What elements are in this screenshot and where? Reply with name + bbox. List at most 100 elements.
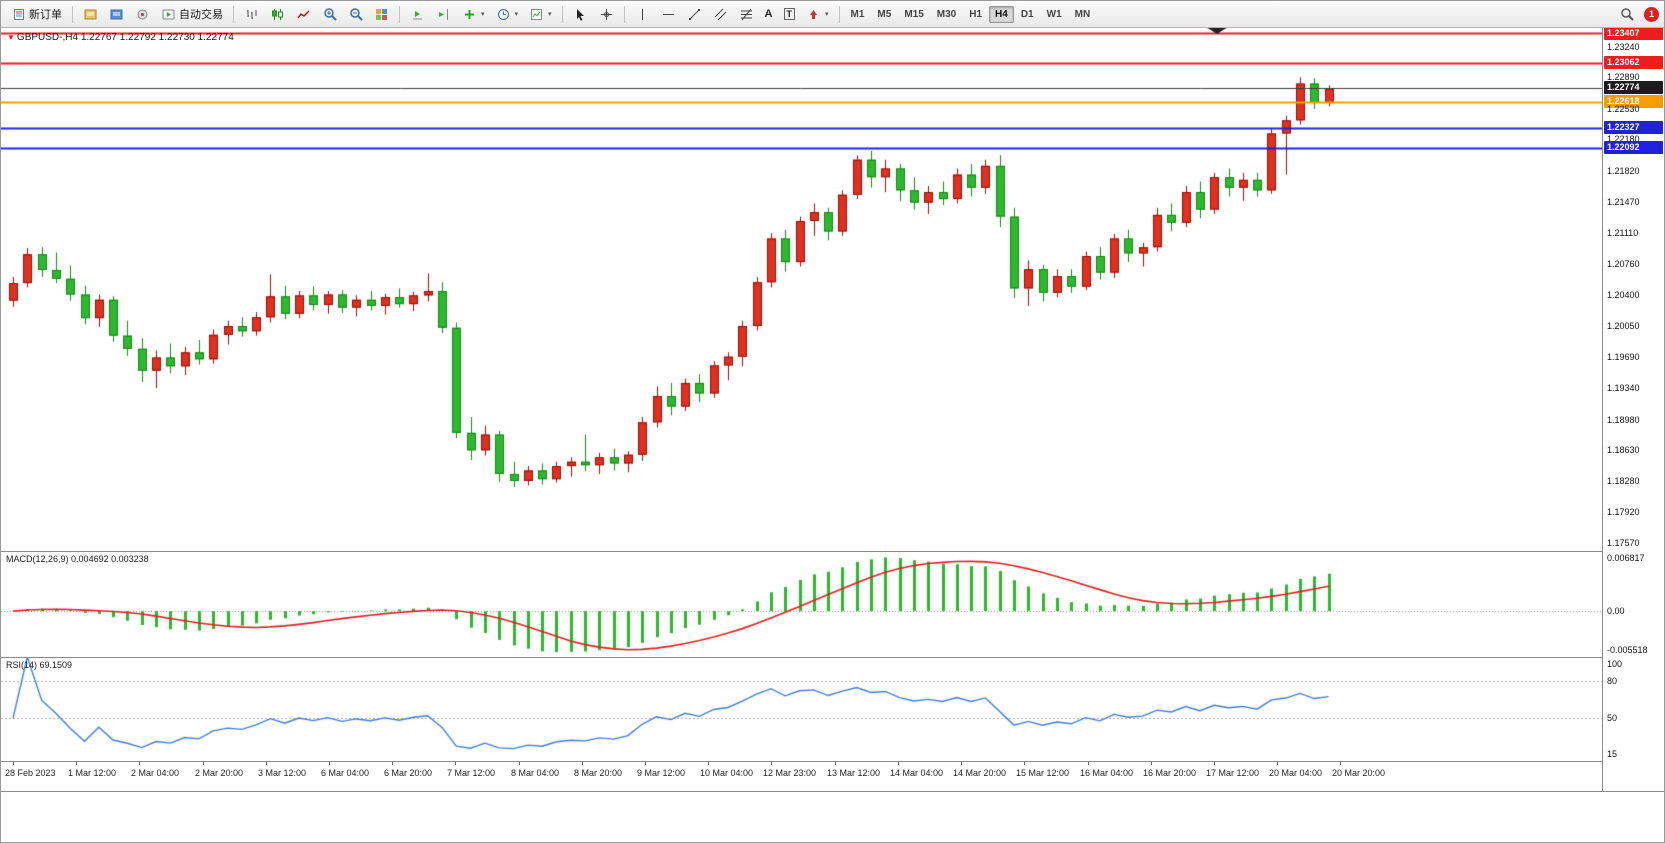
price-axis-label: 1.20400 bbox=[1607, 290, 1640, 301]
time-tick bbox=[1024, 761, 1025, 765]
price-axis-label: 1.21470 bbox=[1607, 196, 1640, 207]
tile-windows-button[interactable] bbox=[369, 3, 394, 25]
indicators-button[interactable]: ▾ bbox=[457, 3, 490, 25]
text-label-button[interactable]: T bbox=[779, 3, 801, 25]
zoom-in-button[interactable] bbox=[317, 3, 342, 25]
rsi-label: RSI(14) bbox=[6, 660, 38, 670]
arrow-tools-button[interactable]: ▾ bbox=[801, 3, 834, 25]
chart-shift-icon bbox=[436, 7, 451, 22]
auto-trading-button[interactable]: 自动交易 bbox=[156, 3, 228, 25]
new-order-icon bbox=[11, 7, 26, 22]
time-axis-label: 8 Mar 04:00 bbox=[511, 768, 560, 778]
tf-button-M5[interactable]: M5 bbox=[877, 8, 892, 20]
fibonacci-button[interactable] bbox=[734, 3, 759, 25]
new-order-button[interactable]: 新订单 bbox=[6, 3, 67, 25]
text-icon: A bbox=[764, 8, 773, 20]
price-axis-label: 1.17570 bbox=[1607, 537, 1640, 548]
panel-separator[interactable] bbox=[1, 551, 1664, 552]
toolbar-separator bbox=[561, 5, 563, 23]
search-icon bbox=[1619, 7, 1634, 22]
periods-button[interactable]: ▾ bbox=[491, 3, 524, 25]
rsi-axis-label: 80 bbox=[1607, 676, 1618, 687]
templates-button[interactable]: ▾ bbox=[524, 3, 557, 25]
time-axis-label: 12 Mar 23:00 bbox=[763, 768, 817, 778]
market-watch-icon bbox=[83, 7, 98, 22]
rsi-label-overlay: RSI(14) 69.1509 bbox=[6, 660, 72, 670]
candlestick-chart-button[interactable] bbox=[265, 3, 290, 25]
alerts-button[interactable] bbox=[130, 3, 155, 25]
time-axis-label: 10 Mar 04:00 bbox=[700, 768, 754, 778]
price-axis-label: 1.18630 bbox=[1607, 445, 1640, 456]
time-axis-label: 3 Mar 12:00 bbox=[258, 768, 307, 778]
time-tick bbox=[1277, 761, 1278, 765]
zoom-out-button[interactable] bbox=[343, 3, 368, 25]
price-axis-label: 1.20760 bbox=[1607, 258, 1640, 269]
time-tick bbox=[1088, 761, 1089, 765]
price-axis-label: 1.22890 bbox=[1607, 72, 1640, 83]
auto-scroll-button[interactable] bbox=[405, 3, 430, 25]
price-chart-canvas[interactable] bbox=[1, 27, 1602, 551]
price-axis-label: 1.20050 bbox=[1607, 320, 1640, 331]
text-button[interactable]: A bbox=[760, 3, 778, 25]
crosshair-button[interactable] bbox=[594, 3, 619, 25]
tf-button-M15[interactable]: M15 bbox=[904, 8, 924, 20]
search-button[interactable] bbox=[1614, 3, 1639, 25]
data-window-button[interactable] bbox=[104, 3, 129, 25]
line-chart-button[interactable] bbox=[291, 3, 316, 25]
tf-button-MN[interactable]: MN bbox=[1074, 8, 1091, 20]
cursor-button[interactable] bbox=[568, 3, 593, 25]
panel-separator[interactable] bbox=[1, 657, 1664, 658]
price-level-badge-orange: 1.22618 bbox=[1604, 95, 1663, 109]
bar-chart-button[interactable] bbox=[239, 3, 264, 25]
tf-button-H4[interactable]: H4 bbox=[989, 5, 1014, 23]
line-chart-icon bbox=[296, 7, 311, 22]
new-order-label: 新订单 bbox=[29, 9, 62, 21]
horizontal-line-button[interactable] bbox=[656, 3, 681, 25]
time-axis-label: 8 Mar 20:00 bbox=[574, 768, 623, 778]
notification-badge[interactable]: 1 bbox=[1644, 6, 1659, 22]
price-axis-label: 1.21110 bbox=[1607, 228, 1639, 239]
auto-scroll-icon bbox=[410, 7, 425, 22]
time-tick bbox=[329, 761, 330, 765]
time-tick bbox=[771, 761, 772, 765]
chart-shift-button[interactable] bbox=[431, 3, 456, 25]
rsi-panel-canvas[interactable] bbox=[1, 657, 1602, 761]
cursor-icon bbox=[573, 7, 588, 22]
rsi-value: 69.1509 bbox=[39, 660, 73, 670]
symbol-label: GBPUSD-,H4 bbox=[16, 32, 79, 43]
macd-label: MACD(12,26,9) bbox=[6, 554, 69, 564]
vertical-line-button[interactable] bbox=[630, 3, 655, 25]
price-level-badge-red: 1.23407 bbox=[1604, 27, 1663, 40]
time-tick bbox=[519, 761, 520, 765]
macd-values: 0.004692 0.003238 bbox=[71, 554, 149, 564]
market-watch-button[interactable] bbox=[78, 3, 103, 25]
horizontal-line-icon bbox=[661, 7, 676, 22]
data-window-icon bbox=[109, 7, 124, 22]
tf-button-M30[interactable]: M30 bbox=[936, 8, 957, 20]
price-axis[interactable]: 1.23407 1.23240 1.23062 1.22890 1.22774 1.226… bbox=[1602, 27, 1664, 791]
chart-title-overlay: ▼ GBPUSD-,H4 1.22767 1.22792 1.22730 1.22… bbox=[7, 32, 234, 43]
price-level-badge-blue: 1.22327 bbox=[1604, 120, 1663, 134]
chevron-down-icon: ▾ bbox=[481, 11, 485, 18]
text-label-icon: T bbox=[783, 8, 795, 20]
template-icon bbox=[529, 7, 544, 22]
time-tick bbox=[1214, 761, 1215, 765]
macd-axis-max: 0.006817 bbox=[1607, 553, 1645, 563]
tf-button-H1[interactable]: H1 bbox=[969, 8, 983, 20]
tf-button-D1[interactable]: D1 bbox=[1020, 8, 1034, 20]
macd-panel-canvas[interactable] bbox=[1, 551, 1602, 657]
clock-icon bbox=[496, 7, 511, 22]
tf-button-M1[interactable]: M1 bbox=[850, 8, 865, 20]
time-tick bbox=[76, 761, 77, 765]
trendline-button[interactable] bbox=[682, 3, 707, 25]
chevron-down-icon: ▾ bbox=[825, 11, 829, 18]
panel-separator bbox=[1, 791, 1664, 792]
time-axis-label: 16 Mar 04:00 bbox=[1080, 768, 1134, 778]
equidistant-channel-button[interactable] bbox=[708, 3, 733, 25]
tf-button-W1[interactable]: W1 bbox=[1046, 8, 1062, 20]
price-level-badge-blue: 1.22092 bbox=[1604, 141, 1663, 155]
time-tick bbox=[455, 761, 456, 765]
price-axis-label: 1.22530 bbox=[1607, 103, 1640, 114]
time-tick bbox=[961, 761, 962, 765]
time-axis[interactable]: 28 Feb 2023 1 Mar 12:00 2 Mar 04:00 2 Mar 2… bbox=[1, 761, 1602, 791]
